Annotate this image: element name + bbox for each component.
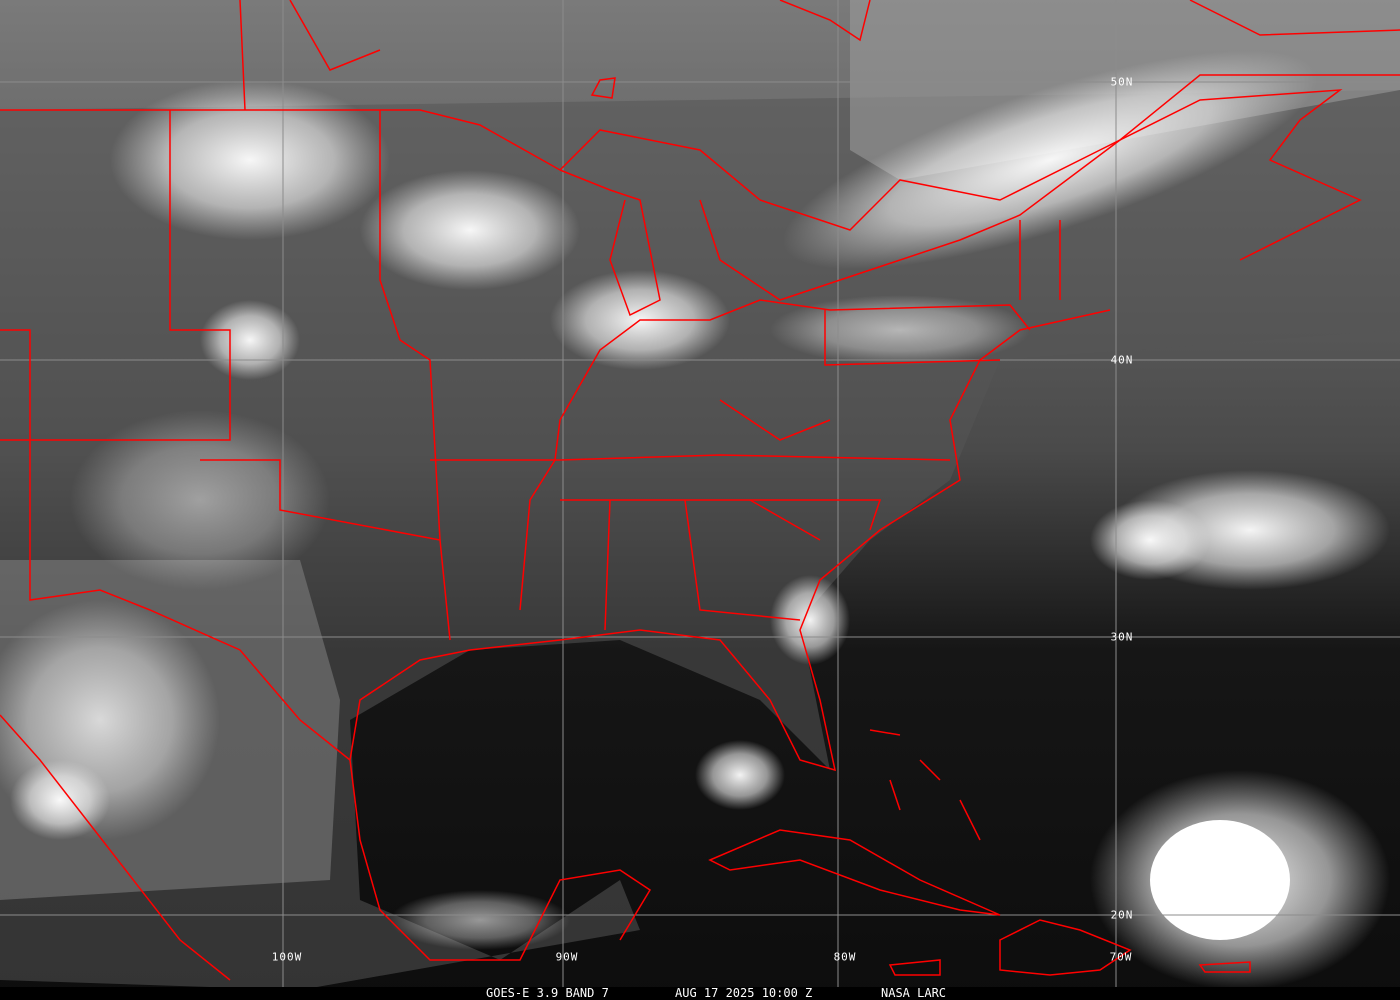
lat-label-30n: 30N [1110,630,1134,644]
datetime-label: AUG 17 2025 10:00 Z [675,986,813,1000]
lon-label-70w: 70W [1109,950,1133,964]
image-caption-bar: GOES-E 3.9 BAND 7 AUG 17 2025 10:00 Z NA… [0,987,1400,1000]
lat-label-20n: 20N [1110,908,1134,922]
lon-label-90w: 90W [555,950,579,964]
product-label: GOES-E 3.9 BAND 7 [486,986,609,1000]
lat-label-40n: 40N [1110,353,1134,367]
source-label: NASA LARC [881,986,947,1000]
lon-label-80w: 80W [833,950,857,964]
lat-label-50n: 50N [1110,75,1134,89]
lon-label-100w: 100W [271,950,303,964]
